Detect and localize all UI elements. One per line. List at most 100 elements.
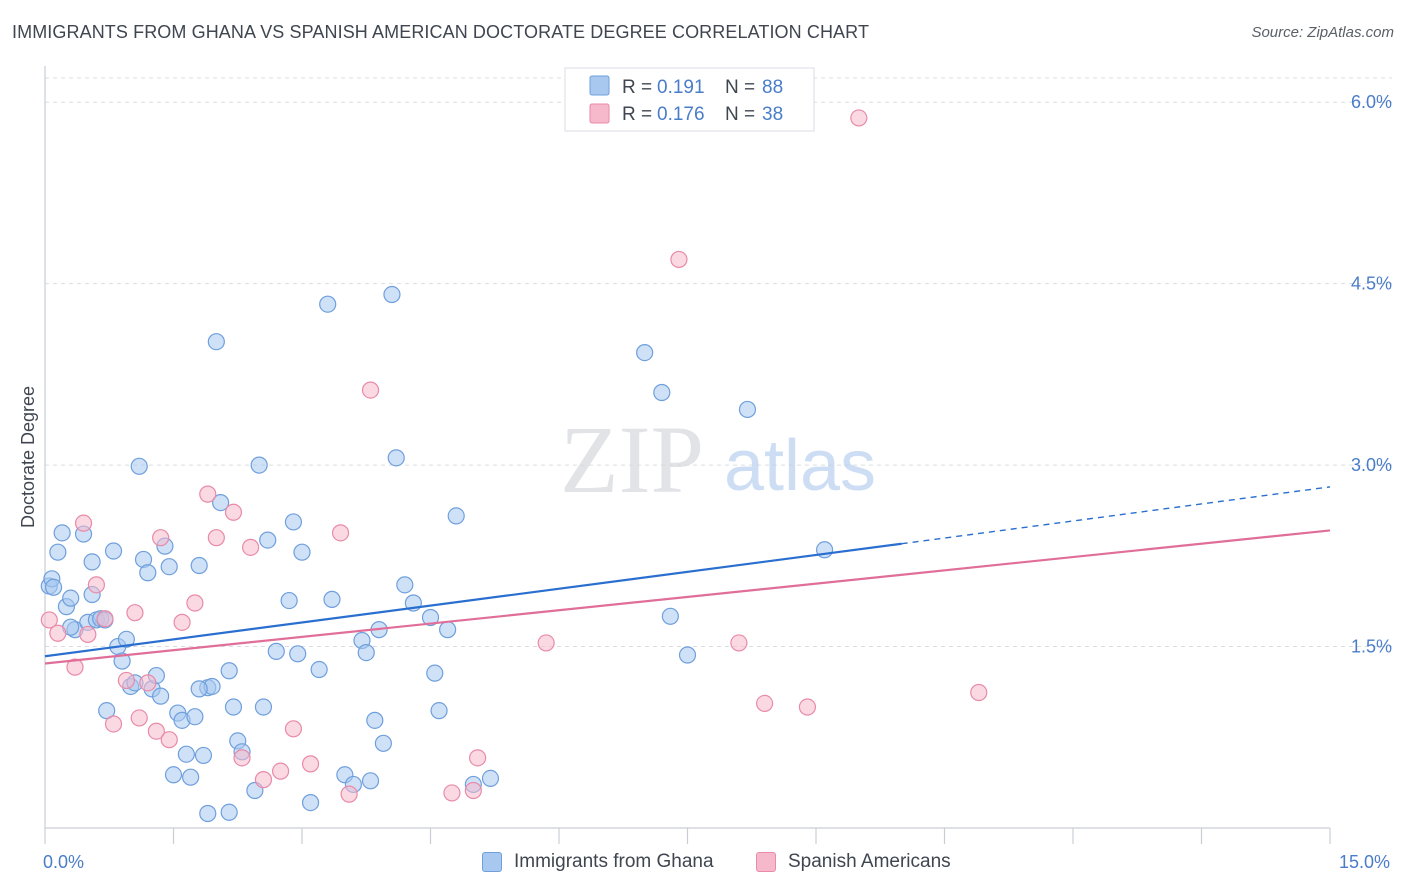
data-point — [164, 766, 183, 784]
data-point — [83, 553, 101, 571]
data-point — [62, 589, 80, 607]
grid-lines — [45, 77, 1392, 648]
legend-top: R = 0.191 N = 88 R = 0.176 N = 38 — [564, 67, 815, 132]
data-point — [177, 745, 195, 763]
data-point — [199, 804, 217, 823]
data-point — [160, 731, 178, 749]
data-point — [186, 594, 204, 612]
data-point — [126, 604, 144, 622]
legend-item-ghana: Immigrants from Ghana — [482, 851, 714, 873]
data-point — [537, 634, 555, 652]
data-point — [850, 109, 868, 127]
data-point — [250, 456, 268, 474]
x-axis-max-label: 15.0% — [1339, 852, 1391, 872]
trend-line-spanish — [44, 529, 1331, 665]
data-point — [224, 503, 243, 521]
data-point — [104, 542, 123, 560]
data-point — [439, 621, 457, 639]
data-point — [190, 680, 208, 698]
data-point — [182, 768, 200, 786]
data-point — [443, 784, 461, 802]
data-point — [653, 383, 671, 402]
data-point — [387, 449, 405, 467]
legend-n-label: N = — [725, 104, 755, 125]
data-point — [207, 333, 225, 351]
data-point — [49, 543, 67, 561]
data-point — [173, 613, 191, 631]
data-point — [147, 722, 165, 740]
data-point — [447, 507, 465, 525]
trend-line-ghana-extension — [901, 486, 1331, 545]
watermark-atlas: atlas — [724, 426, 876, 506]
data-point — [224, 698, 243, 716]
x-axis-min-label: 0.0% — [43, 852, 85, 872]
legend-r-value: 0.191 — [657, 77, 705, 98]
data-point — [357, 643, 375, 662]
data-point — [396, 576, 414, 594]
legend-swatch-pink — [756, 852, 776, 872]
data-point — [44, 578, 63, 596]
data-point — [242, 538, 260, 556]
data-point — [340, 785, 358, 803]
data-point — [798, 698, 817, 716]
y-tick-label: 3.0% — [1351, 455, 1392, 475]
data-point — [87, 576, 106, 594]
data-point — [289, 645, 307, 663]
data-point — [207, 529, 225, 547]
data-point — [117, 630, 135, 648]
data-point — [49, 624, 67, 642]
data-point — [139, 674, 157, 692]
data-point — [186, 708, 204, 726]
source-label: Source: ZipAtlas.com — [1251, 24, 1394, 41]
data-point — [481, 769, 500, 788]
data-point — [421, 608, 440, 627]
data-point — [152, 529, 170, 547]
data-point — [40, 611, 58, 629]
data-point — [730, 634, 748, 652]
trend-line-ghana — [44, 542, 902, 658]
legend-n-label: N = — [725, 77, 755, 98]
data-point — [199, 485, 217, 503]
data-point — [254, 771, 273, 789]
series-spanish-points — [40, 109, 988, 803]
y-tick-label: 6.0% — [1351, 92, 1392, 112]
data-point — [280, 591, 298, 610]
data-point — [361, 772, 380, 790]
data-point — [113, 652, 131, 670]
data-point — [66, 658, 84, 676]
data-point — [301, 793, 320, 812]
data-point — [366, 711, 384, 729]
data-point — [661, 607, 679, 625]
data-point — [152, 687, 170, 705]
legend-r-label: R = — [622, 104, 652, 125]
data-point — [271, 762, 290, 780]
data-point — [212, 493, 230, 512]
data-point — [284, 720, 303, 738]
data-point — [331, 524, 350, 542]
data-point — [130, 457, 148, 475]
data-point — [464, 781, 482, 800]
data-point — [670, 250, 688, 269]
legend-r-label: R = — [622, 77, 652, 98]
data-point — [259, 531, 277, 549]
data-point — [267, 642, 285, 660]
data-point — [130, 709, 148, 727]
data-point — [383, 285, 401, 304]
chart-title: IMMIGRANTS FROM GHANA VS SPANISH AMERICA… — [12, 22, 870, 42]
data-point — [220, 803, 238, 821]
data-point — [104, 715, 123, 733]
y-tick-label: 4.5% — [1351, 274, 1392, 294]
data-point — [738, 400, 757, 419]
legend-bottom: Immigrants from Ghana Spanish Americans — [0, 851, 1406, 879]
legend-item-spanish: Spanish Americans — [756, 851, 951, 873]
data-point — [469, 749, 487, 767]
data-point — [74, 514, 93, 532]
legend-swatch-pink — [589, 103, 610, 124]
legend-swatch-blue — [482, 852, 502, 872]
data-point — [53, 524, 71, 542]
data-point — [220, 662, 238, 680]
data-point — [678, 646, 697, 664]
data-point — [430, 702, 448, 720]
y-tick-label: 1.5% — [1351, 637, 1392, 657]
